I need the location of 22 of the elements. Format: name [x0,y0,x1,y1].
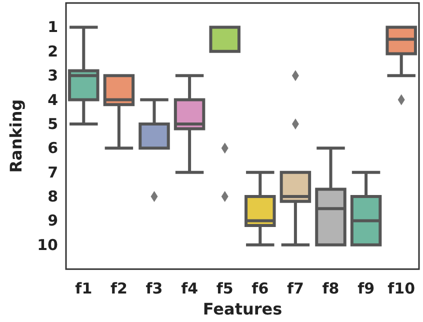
x-tick-label: f9 [358,280,375,298]
y-tick-label: 2 [48,42,58,60]
y-tick-label: 9 [48,212,58,230]
y-tick-label: 6 [48,139,58,158]
x-tick-label: f4 [181,280,198,298]
x-tick-label: f5 [216,280,234,298]
x-tick-label: f8 [322,280,340,298]
x-tick-label: f6 [252,280,269,298]
x-tick-label: f1 [75,280,92,298]
y-tick-label: 4 [48,90,58,109]
x-axis-title: Features [202,300,282,318]
x-tick-label: f2 [110,280,128,298]
y-tick-label: 5 [48,114,58,133]
y-tick-label: 3 [48,66,58,85]
x-tick-label: f7 [286,280,304,298]
y-tick-label: 8 [48,188,58,206]
x-tick-label: f3 [146,280,163,298]
y-axis-title: Ranking [6,99,26,173]
y-tick-label: 1 [48,18,58,36]
x-tick-label: f10 [388,280,416,298]
y-tick-label: 10 [37,236,58,254]
y-tick-label: 7 [48,163,58,182]
